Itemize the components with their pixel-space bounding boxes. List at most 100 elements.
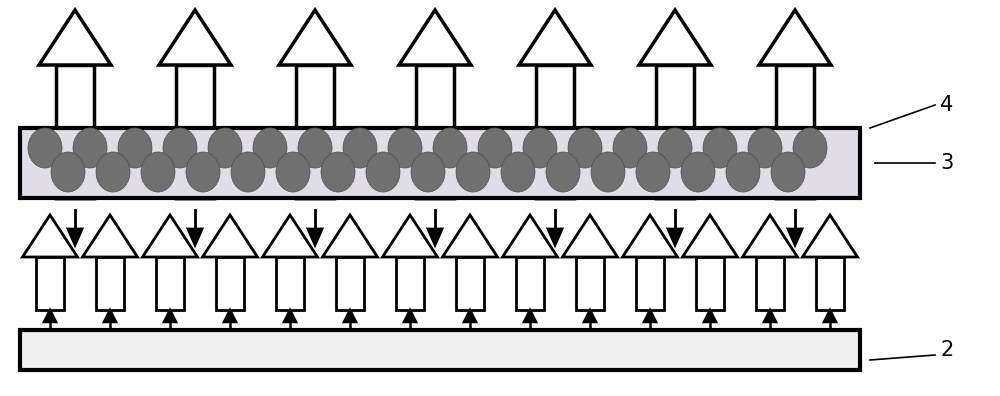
Ellipse shape: [276, 152, 310, 192]
Ellipse shape: [523, 128, 557, 168]
Text: 2: 2: [940, 340, 953, 360]
Ellipse shape: [411, 152, 445, 192]
Ellipse shape: [748, 128, 782, 168]
Polygon shape: [382, 215, 438, 257]
Polygon shape: [704, 310, 716, 322]
Polygon shape: [224, 310, 236, 322]
Bar: [516, 257, 544, 310]
Polygon shape: [44, 310, 56, 322]
Bar: [176, 128, 214, 198]
Bar: [56, 65, 94, 198]
Bar: [656, 65, 694, 198]
Ellipse shape: [28, 128, 62, 168]
Ellipse shape: [141, 152, 175, 192]
Polygon shape: [503, 215, 558, 257]
Polygon shape: [442, 215, 498, 257]
Bar: [536, 128, 574, 198]
Bar: [36, 257, 64, 310]
Bar: [156, 257, 184, 310]
Text: 4: 4: [940, 95, 953, 115]
Ellipse shape: [366, 152, 400, 192]
Ellipse shape: [118, 128, 152, 168]
Ellipse shape: [253, 128, 287, 168]
Polygon shape: [639, 10, 711, 65]
Ellipse shape: [613, 128, 647, 168]
Ellipse shape: [546, 152, 580, 192]
Ellipse shape: [208, 128, 242, 168]
Polygon shape: [188, 229, 202, 245]
Polygon shape: [759, 10, 831, 65]
Bar: [816, 257, 844, 310]
Ellipse shape: [478, 128, 512, 168]
Ellipse shape: [321, 152, 355, 192]
Ellipse shape: [231, 152, 265, 192]
Polygon shape: [788, 229, 802, 245]
Ellipse shape: [658, 128, 692, 168]
Ellipse shape: [591, 152, 625, 192]
Polygon shape: [428, 229, 442, 245]
Polygon shape: [82, 215, 138, 257]
Bar: [756, 257, 784, 310]
Bar: [656, 128, 694, 198]
Polygon shape: [159, 10, 231, 65]
Ellipse shape: [501, 152, 535, 192]
Bar: [776, 128, 814, 198]
Bar: [396, 257, 424, 310]
Polygon shape: [143, 215, 198, 257]
Polygon shape: [344, 310, 356, 322]
Text: 3: 3: [940, 153, 953, 173]
Polygon shape: [308, 229, 322, 245]
Ellipse shape: [73, 128, 107, 168]
Ellipse shape: [703, 128, 737, 168]
Polygon shape: [764, 310, 776, 322]
Polygon shape: [322, 215, 378, 257]
Ellipse shape: [51, 152, 85, 192]
Polygon shape: [644, 310, 656, 322]
Ellipse shape: [793, 128, 827, 168]
Polygon shape: [668, 229, 682, 245]
Ellipse shape: [186, 152, 220, 192]
Ellipse shape: [681, 152, 715, 192]
Polygon shape: [202, 215, 258, 257]
Polygon shape: [562, 215, 618, 257]
Ellipse shape: [163, 128, 197, 168]
Polygon shape: [584, 310, 596, 322]
Polygon shape: [22, 215, 78, 257]
Ellipse shape: [636, 152, 670, 192]
Polygon shape: [524, 310, 536, 322]
Ellipse shape: [456, 152, 490, 192]
Ellipse shape: [298, 128, 332, 168]
Polygon shape: [824, 310, 836, 322]
Bar: [336, 257, 364, 310]
Bar: [416, 128, 454, 198]
Polygon shape: [682, 215, 738, 257]
Polygon shape: [39, 10, 111, 65]
Bar: [416, 65, 454, 198]
Polygon shape: [404, 310, 416, 322]
Polygon shape: [284, 310, 296, 322]
Bar: [20, 330, 860, 370]
Polygon shape: [279, 10, 351, 65]
Bar: [56, 128, 94, 198]
Polygon shape: [399, 10, 471, 65]
Ellipse shape: [568, 128, 602, 168]
Bar: [636, 257, 664, 310]
Ellipse shape: [343, 128, 377, 168]
Ellipse shape: [388, 128, 422, 168]
Bar: [296, 128, 334, 198]
Bar: [776, 65, 814, 198]
Ellipse shape: [433, 128, 467, 168]
Polygon shape: [262, 215, 318, 257]
Bar: [176, 65, 214, 198]
Bar: [20, 128, 860, 198]
Ellipse shape: [96, 152, 130, 192]
Polygon shape: [802, 215, 858, 257]
Polygon shape: [519, 10, 591, 65]
Ellipse shape: [771, 152, 805, 192]
Bar: [456, 257, 484, 310]
Bar: [696, 257, 724, 310]
Bar: [276, 257, 304, 310]
Polygon shape: [548, 229, 562, 245]
Bar: [576, 257, 604, 310]
Bar: [296, 65, 334, 198]
